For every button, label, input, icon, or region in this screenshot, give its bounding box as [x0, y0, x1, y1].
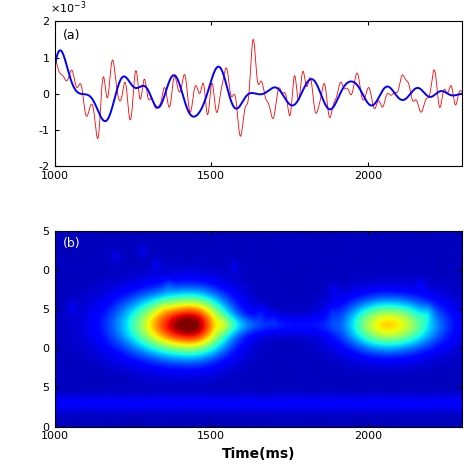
Text: (b): (b) — [63, 237, 80, 250]
X-axis label: Time(ms): Time(ms) — [221, 447, 295, 461]
Text: (a): (a) — [63, 28, 80, 42]
Text: $\times10^{-3}$: $\times10^{-3}$ — [50, 0, 87, 16]
